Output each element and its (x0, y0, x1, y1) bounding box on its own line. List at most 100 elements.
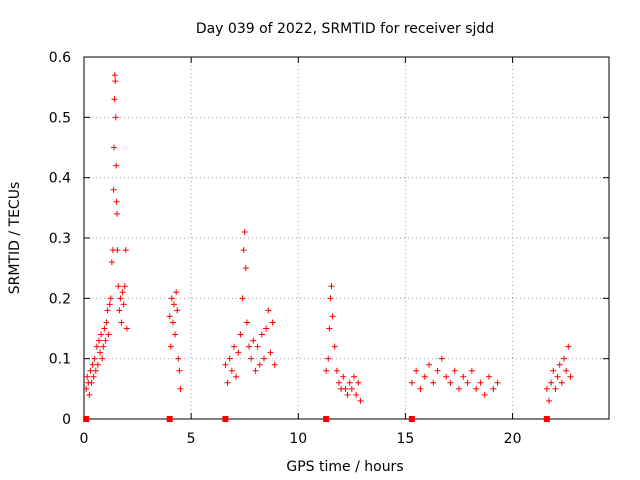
x-tick-label: 15 (397, 431, 415, 447)
data-point (112, 78, 119, 85)
data-point (256, 361, 263, 368)
data-point (477, 379, 484, 386)
data-point (353, 391, 360, 398)
data-point (421, 373, 428, 380)
data-point (325, 355, 332, 362)
data-point (167, 343, 174, 350)
data-point (556, 361, 563, 368)
data-point (114, 247, 121, 254)
data-point (113, 162, 120, 169)
data-point (263, 325, 270, 332)
data-point (490, 385, 497, 392)
y-tick-label: 0.5 (49, 110, 71, 126)
data-point (222, 361, 229, 368)
chart-title: Day 039 of 2022, SRMTID for receiver sjd… (196, 21, 494, 37)
data-point (102, 337, 109, 344)
data-point (552, 385, 559, 392)
data-point (267, 349, 274, 356)
data-point (243, 319, 250, 326)
x-tick-label: 5 (187, 431, 196, 447)
data-point (175, 355, 182, 362)
data-point (430, 379, 437, 386)
data-point (413, 367, 420, 374)
gap-markers (83, 416, 550, 422)
data-point (87, 367, 94, 374)
data-point (464, 379, 471, 386)
data-point (122, 247, 129, 254)
data-point (107, 295, 114, 302)
x-axis: 0 5 10 15 20 (80, 57, 521, 447)
data-point (88, 379, 95, 386)
y-tick-label: 0.3 (49, 231, 71, 247)
data-point (438, 355, 445, 362)
data-point (169, 319, 176, 326)
data-point (105, 331, 112, 338)
y-tick-label: 0.6 (49, 50, 71, 66)
gap-marker (166, 416, 173, 422)
data-point (172, 331, 179, 338)
data-point (563, 367, 570, 374)
data-point (351, 373, 357, 380)
data-point (261, 355, 267, 362)
data-point (434, 367, 441, 374)
x-axis-label: GPS time / hours (286, 459, 403, 475)
y-tick-label: 0.2 (49, 291, 71, 307)
data-point (176, 367, 183, 374)
data-point (112, 114, 119, 121)
data-point (119, 289, 126, 296)
x-tick-label: 10 (289, 431, 307, 447)
data-point (104, 307, 111, 314)
data-point (111, 72, 118, 79)
data-point (468, 367, 475, 374)
data-point (473, 385, 480, 392)
gap-marker (408, 416, 415, 422)
data-points (83, 72, 574, 404)
data-point (443, 373, 450, 380)
data-point (233, 373, 240, 380)
data-point (113, 198, 120, 205)
data-point (106, 301, 113, 308)
data-point (546, 397, 552, 404)
gap-marker (222, 416, 229, 422)
data-point (224, 379, 231, 386)
data-point (115, 283, 122, 290)
data-point (357, 397, 364, 404)
data-point (447, 379, 454, 386)
data-point (342, 385, 349, 392)
data-point (120, 301, 127, 308)
data-point (254, 343, 261, 350)
data-point (166, 313, 173, 320)
gap-marker (83, 416, 90, 422)
data-point (116, 307, 123, 314)
data-point (333, 367, 340, 374)
data-point (121, 283, 128, 290)
y-tick-label: 0.4 (49, 171, 71, 187)
data-point (561, 355, 567, 362)
gap-marker (543, 416, 550, 422)
data-point (91, 355, 98, 362)
data-point (177, 385, 184, 392)
data-point (101, 325, 108, 332)
data-point (97, 349, 104, 356)
data-point (355, 379, 362, 386)
data-point (226, 355, 233, 362)
data-point (108, 259, 115, 266)
data-point (271, 361, 278, 368)
data-point (548, 379, 555, 386)
data-point (543, 385, 550, 392)
data-point (486, 373, 492, 380)
data-point (110, 186, 117, 193)
plot-frame (83, 56, 610, 420)
data-point (174, 307, 181, 314)
data-point (168, 295, 175, 302)
data-point (99, 355, 106, 362)
data-point (173, 289, 180, 296)
data-point (171, 301, 177, 308)
data-point (340, 373, 347, 380)
data-point (117, 295, 124, 302)
y-axis-label: SRMTID / TECUs (7, 182, 23, 295)
data-point (92, 367, 99, 374)
gap-marker (323, 416, 330, 422)
data-point (494, 379, 501, 386)
data-point (239, 295, 246, 302)
